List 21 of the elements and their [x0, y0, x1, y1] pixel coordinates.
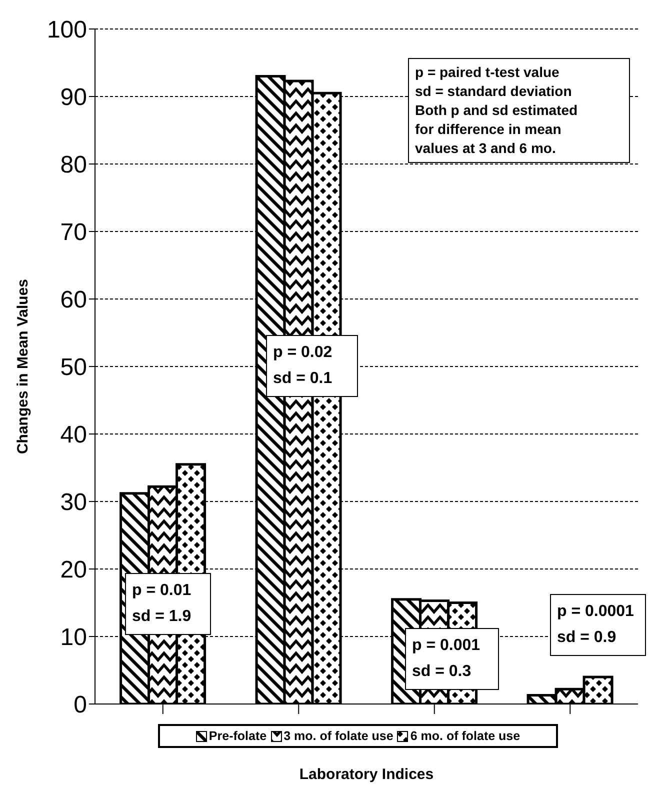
y-tick-label: 40	[60, 422, 87, 449]
y-tick-label: 50	[60, 354, 87, 382]
x-axis-title: Laboratory Indices	[298, 766, 435, 783]
y-tick-label: 100	[46, 16, 87, 44]
text-box: p = paired t-test value sd = standard deviation Both p and sd estimated for difference in mean values at 3 and 6 mo.	[408, 58, 630, 163]
y-axis-title: Changes in Mean Values	[14, 278, 32, 454]
y-tick-label: 30	[60, 489, 87, 516]
y-tick-label: 60	[60, 286, 87, 314]
y-tick-label: 90	[60, 84, 87, 112]
y-tick-label: 10	[60, 624, 87, 652]
text-box: p = 0.0001 sd = 0.9	[550, 594, 646, 656]
legend-label: 3 mo. of folate use	[284, 729, 394, 743]
legend-label: Pre-folate	[208, 729, 267, 743]
y-tick-label: 20	[60, 556, 87, 584]
text-box: p = 0.01 sd = 1.9	[125, 573, 211, 635]
y-tick-label: 70	[60, 219, 87, 246]
y-tick-label: 0	[74, 692, 87, 719]
legend-label: 6 mo. of folate use	[410, 729, 520, 743]
text-box: p = 0.001 sd = 0.3	[405, 628, 499, 690]
text-box: p = 0.02 sd = 0.1	[266, 335, 358, 397]
y-tick-label: 80	[60, 152, 87, 179]
